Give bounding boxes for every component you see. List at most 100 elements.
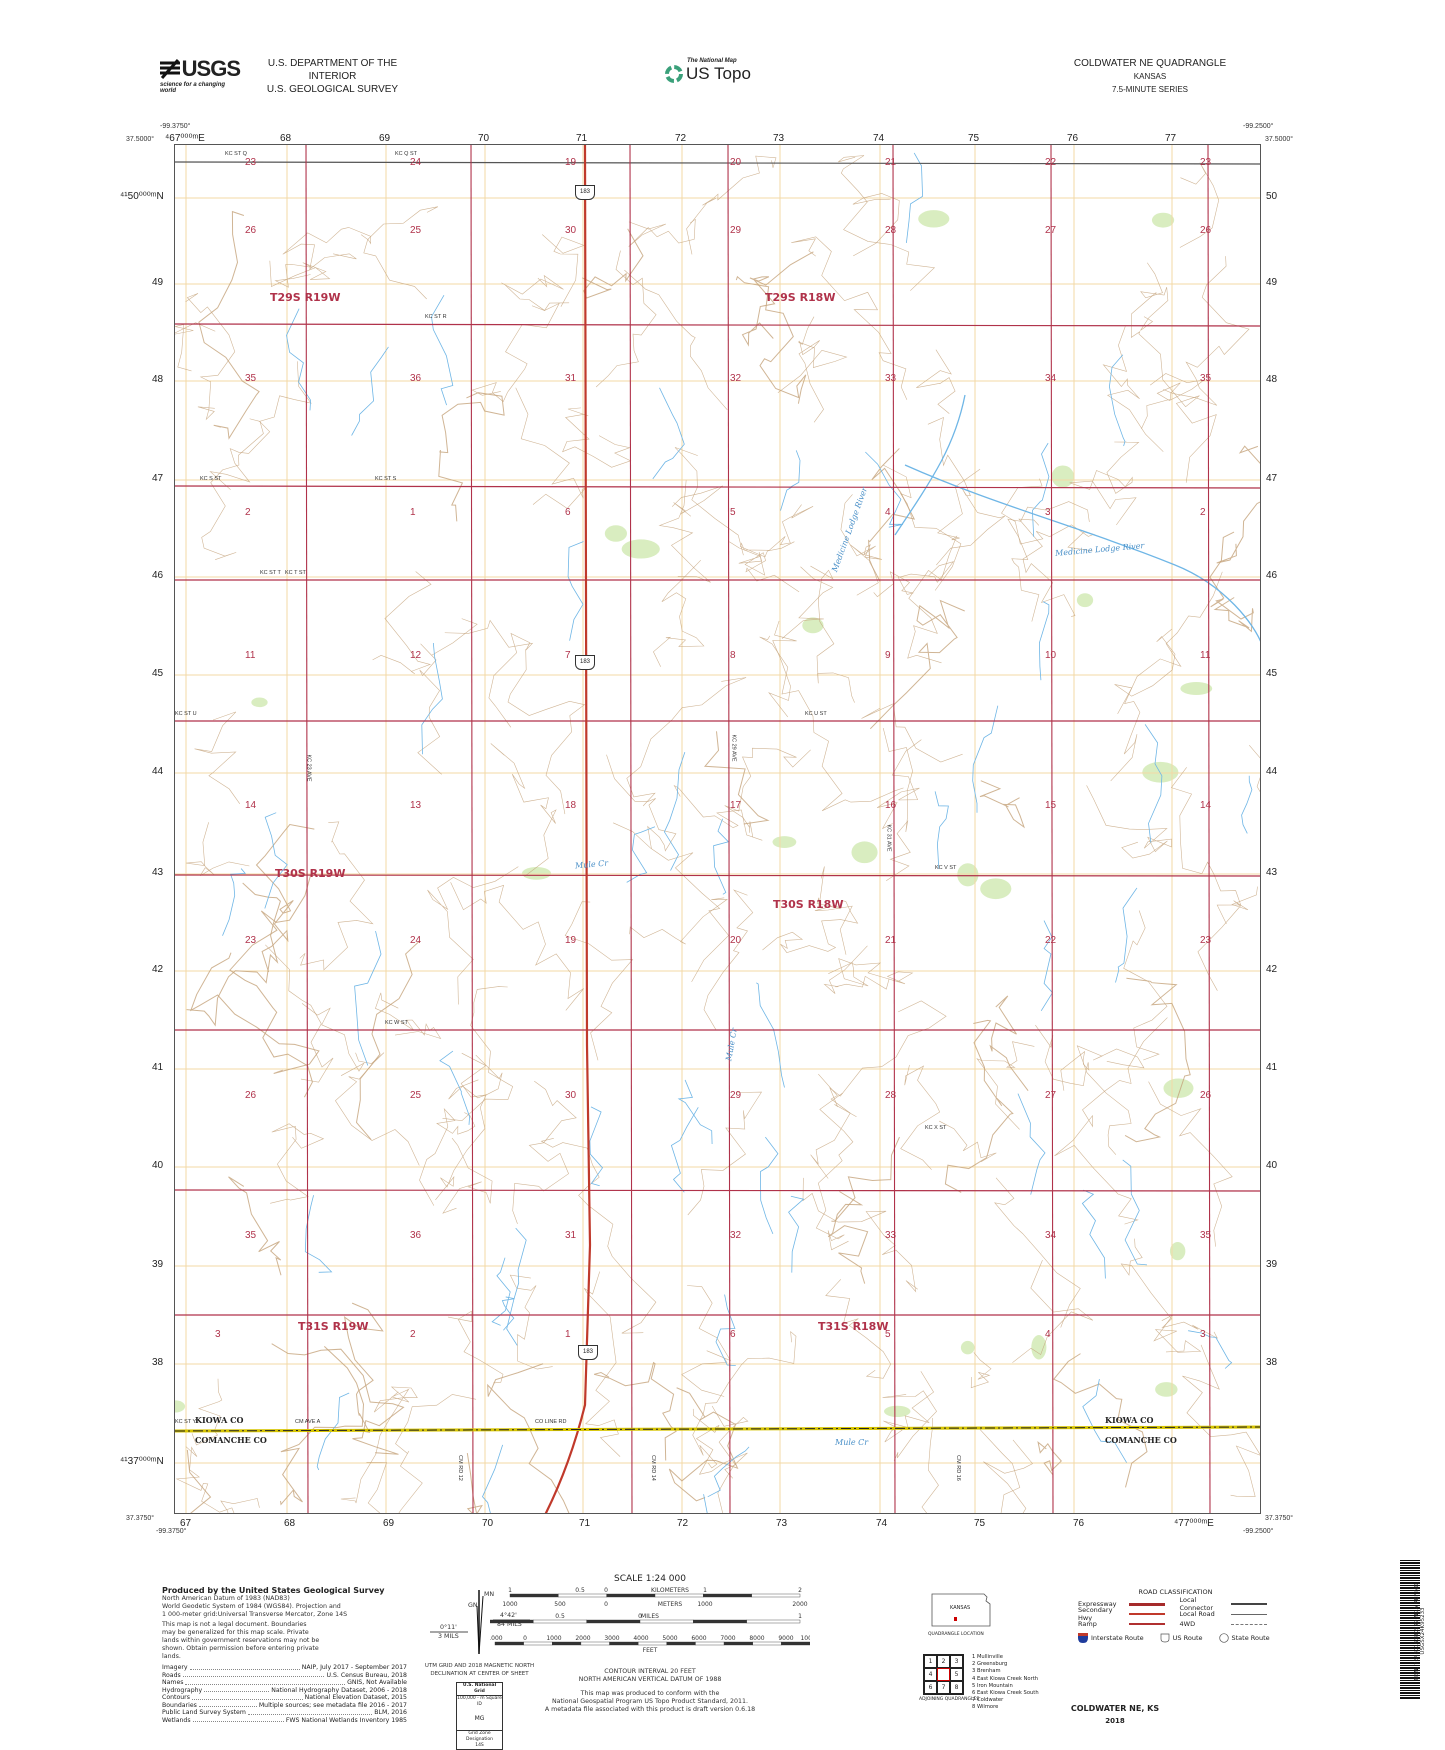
- section-road-line[interactable]: [629, 145, 633, 1514]
- contour-line: [198, 210, 260, 440]
- scale-label: 1000: [502, 1601, 517, 1608]
- adjoining-cell: 1: [924, 1655, 937, 1668]
- section-number: 4: [1045, 1329, 1051, 1340]
- woodland-patch: [521, 867, 552, 880]
- section-number: 23: [245, 157, 257, 168]
- contour-line: [703, 889, 754, 1030]
- northing-tick-left: 38: [152, 1357, 164, 1368]
- stream: [1017, 1093, 1046, 1195]
- stream: [421, 642, 443, 755]
- contour-line: [1037, 1441, 1062, 1475]
- map-canvas[interactable]: [175, 145, 1261, 1514]
- county-label: KIOWA CO: [195, 1415, 244, 1425]
- easting-tick-bottom: 72: [677, 1518, 689, 1529]
- section-number: 32: [730, 373, 742, 384]
- section-road-line[interactable]: [727, 145, 731, 1514]
- contour-line: [501, 274, 570, 311]
- woodland-patch: [1142, 761, 1179, 783]
- easting-tick-bottom: 67: [180, 1518, 192, 1529]
- contour-line: [282, 227, 372, 270]
- expressway-swatch: [1129, 1602, 1165, 1606]
- us-183-shield[interactable]: 183: [575, 655, 595, 670]
- contour-line: [186, 882, 281, 1027]
- northing-tick-right: 41: [1266, 1062, 1278, 1073]
- section-number: 21: [885, 935, 897, 946]
- section-road-line[interactable]: [1207, 145, 1211, 1514]
- stream: [788, 1195, 805, 1273]
- contour-line: [831, 1136, 900, 1222]
- scale-label: 4000: [633, 1635, 648, 1642]
- contour-line: [658, 480, 711, 583]
- northing-tick-right: 40: [1266, 1160, 1278, 1171]
- scale-segment: [609, 1641, 639, 1646]
- contour-line: [674, 447, 744, 556]
- section-road-line[interactable]: [175, 874, 1261, 877]
- section-number: 6: [565, 507, 571, 518]
- contour-line: [944, 1019, 1014, 1193]
- adjoining-name: 5 Iron Mountain: [972, 1682, 1013, 1689]
- topographic-map[interactable]: 23 24 19 20 21 22 23 26 25 30 29 28 27 26 35 36 31 32 33 34…: [174, 144, 1261, 1514]
- contour-line: [186, 822, 250, 876]
- scale-label: 8000: [749, 1635, 764, 1642]
- easting-tick-top: 70: [478, 133, 490, 144]
- contour-line: [515, 387, 587, 509]
- northing-tick-left: ⁴¹50⁰⁰⁰ᵐN: [120, 191, 164, 202]
- road-label: KC Q ST: [395, 151, 418, 157]
- contour-line: [762, 900, 859, 953]
- contour-line: [624, 269, 728, 410]
- section-road-line[interactable]: [175, 485, 1261, 489]
- contour-line: [1102, 326, 1164, 452]
- contour-line: [629, 897, 729, 945]
- section-road-line[interactable]: [305, 145, 309, 1514]
- us-183-shield[interactable]: 183: [575, 185, 595, 200]
- woodland-patch: [851, 841, 878, 864]
- easting-tick-top: 68: [280, 133, 292, 144]
- northing-tick-right: 42: [1266, 964, 1278, 975]
- dot-leader: [191, 1694, 303, 1700]
- section-number: 3: [1200, 1329, 1206, 1340]
- section-road-line[interactable]: [175, 1189, 1261, 1192]
- scale-label: 0: [604, 1601, 608, 1608]
- scale-block: SCALE 1:24 000 1 0.5 0 KILOMETERS 1 2 1000 500 0…: [479, 1574, 820, 1714]
- road-label: KC ST U: [175, 711, 197, 717]
- stream: [1144, 724, 1163, 843]
- contour-line: [840, 494, 883, 596]
- source-label: Hydrography: [162, 1686, 203, 1694]
- woodland-patch: [1151, 212, 1175, 228]
- section-number: 14: [1200, 800, 1212, 811]
- scale-segment: [781, 1641, 811, 1646]
- contour-line: [269, 260, 331, 288]
- scale-label: 3000: [604, 1635, 619, 1642]
- contour-line: [970, 1352, 992, 1389]
- stream: [589, 1106, 604, 1187]
- northing-tick-left: 39: [152, 1259, 164, 1270]
- scale-label: 0.5: [555, 1613, 565, 1620]
- easting-tick-top: 75: [968, 133, 980, 144]
- section-number: 36: [410, 373, 422, 384]
- section-road-line[interactable]: [1050, 145, 1054, 1514]
- section-number: 25: [410, 225, 422, 236]
- section-road-line[interactable]: [470, 145, 474, 1514]
- road-label: CO LINE RD: [535, 1419, 567, 1425]
- woodland-patch: [1169, 1242, 1186, 1261]
- section-road-line[interactable]: [175, 323, 1261, 327]
- section-road-line[interactable]: [175, 161, 1261, 165]
- us-183-shield[interactable]: 183: [578, 1345, 598, 1360]
- scale-segment: [580, 1641, 610, 1646]
- contour-line: [581, 228, 644, 299]
- northing-tick-right: 39: [1266, 1259, 1278, 1270]
- source-row: Roads U.S. Census Bureau, 2018: [162, 1672, 407, 1680]
- road-classification-legend: ROAD CLASSIFICATION Expressway Secondary…: [1078, 1588, 1270, 1643]
- road-label: KC U ST: [805, 711, 827, 717]
- adjoining-cell: 5: [950, 1668, 963, 1681]
- stream: [652, 387, 685, 480]
- adjoining-name: 1 Mullinville: [972, 1654, 1003, 1660]
- bottom-title: COLDWATER NE, KS: [1070, 1704, 1160, 1713]
- stream: [760, 1136, 779, 1235]
- section-road-line[interactable]: [892, 145, 896, 1514]
- scale-label: 2000: [792, 1601, 807, 1608]
- state-name: KANSAS: [1133, 72, 1167, 81]
- northing-tick-right: 46: [1266, 570, 1278, 581]
- road-label: KC S ST: [200, 476, 222, 482]
- scale-label: 9000: [778, 1635, 793, 1642]
